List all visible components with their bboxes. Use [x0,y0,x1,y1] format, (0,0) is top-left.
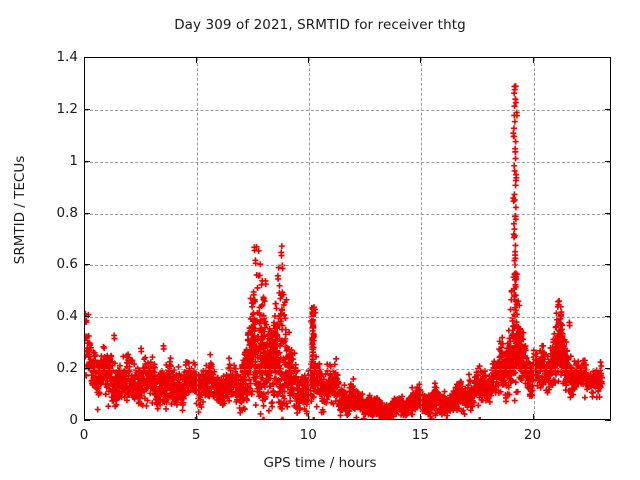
gridline-horizontal [85,161,610,163]
gridline-horizontal [85,317,610,319]
y-tick-mark [84,264,90,266]
x-tick-mark [532,57,534,63]
y-axis-label: SRMTID / TECUs [12,155,28,265]
x-tick-mark [420,57,422,63]
x-tick-mark [532,414,534,420]
x-tick-mark [84,414,85,420]
gridline-vertical [421,58,423,419]
gridline-vertical [197,58,199,419]
gridline-horizontal [85,109,610,111]
x-tick-mark [84,57,85,63]
y-tick-label: 1.2 [56,100,78,117]
gridline-horizontal [85,265,610,267]
scatter-markers [85,83,605,419]
y-tick-mark [605,108,611,110]
chart-title: Day 309 of 2021, SRMTID for receiver tht… [174,17,466,33]
y-tick-label: 0.6 [56,256,78,273]
x-tick-mark [196,57,198,63]
gridline-horizontal [85,213,610,215]
x-axis-label: GPS time / hours [263,455,377,471]
x-tick-label: 5 [191,427,201,443]
y-tick-mark [84,368,90,370]
y-tick-mark [605,212,611,214]
y-tick-mark [605,264,611,266]
plot-area [84,57,611,420]
x-tick-mark [420,414,422,420]
gridline-vertical [533,58,535,419]
y-tick-mark [84,160,90,162]
y-tick-label: 0.2 [56,360,78,377]
x-tick-mark [196,414,198,420]
x-tick-label: 20 [523,427,542,443]
x-tick-label: 0 [79,427,89,443]
y-tick-mark [605,368,611,370]
y-tick-mark [84,212,90,214]
x-tick-mark [308,57,310,63]
y-tick-label: 1.4 [56,49,78,65]
y-tick-mark [605,160,611,162]
y-tick-label: 0.4 [56,308,78,325]
y-tick-mark [605,57,611,58]
gridline-vertical [309,58,311,419]
y-tick-mark [84,316,90,318]
x-tick-mark [308,414,310,420]
y-tick-mark [605,420,611,421]
y-tick-label: 0.8 [56,204,78,221]
y-tick-label: 0 [69,412,78,428]
gridline-horizontal [85,369,610,371]
y-tick-mark [605,316,611,318]
y-tick-mark [84,57,90,58]
x-tick-label: 10 [299,427,317,443]
x-tick-label: 15 [411,427,429,443]
y-tick-mark [84,108,90,110]
y-tick-mark [84,420,90,421]
y-tick-label: 1 [69,152,78,169]
